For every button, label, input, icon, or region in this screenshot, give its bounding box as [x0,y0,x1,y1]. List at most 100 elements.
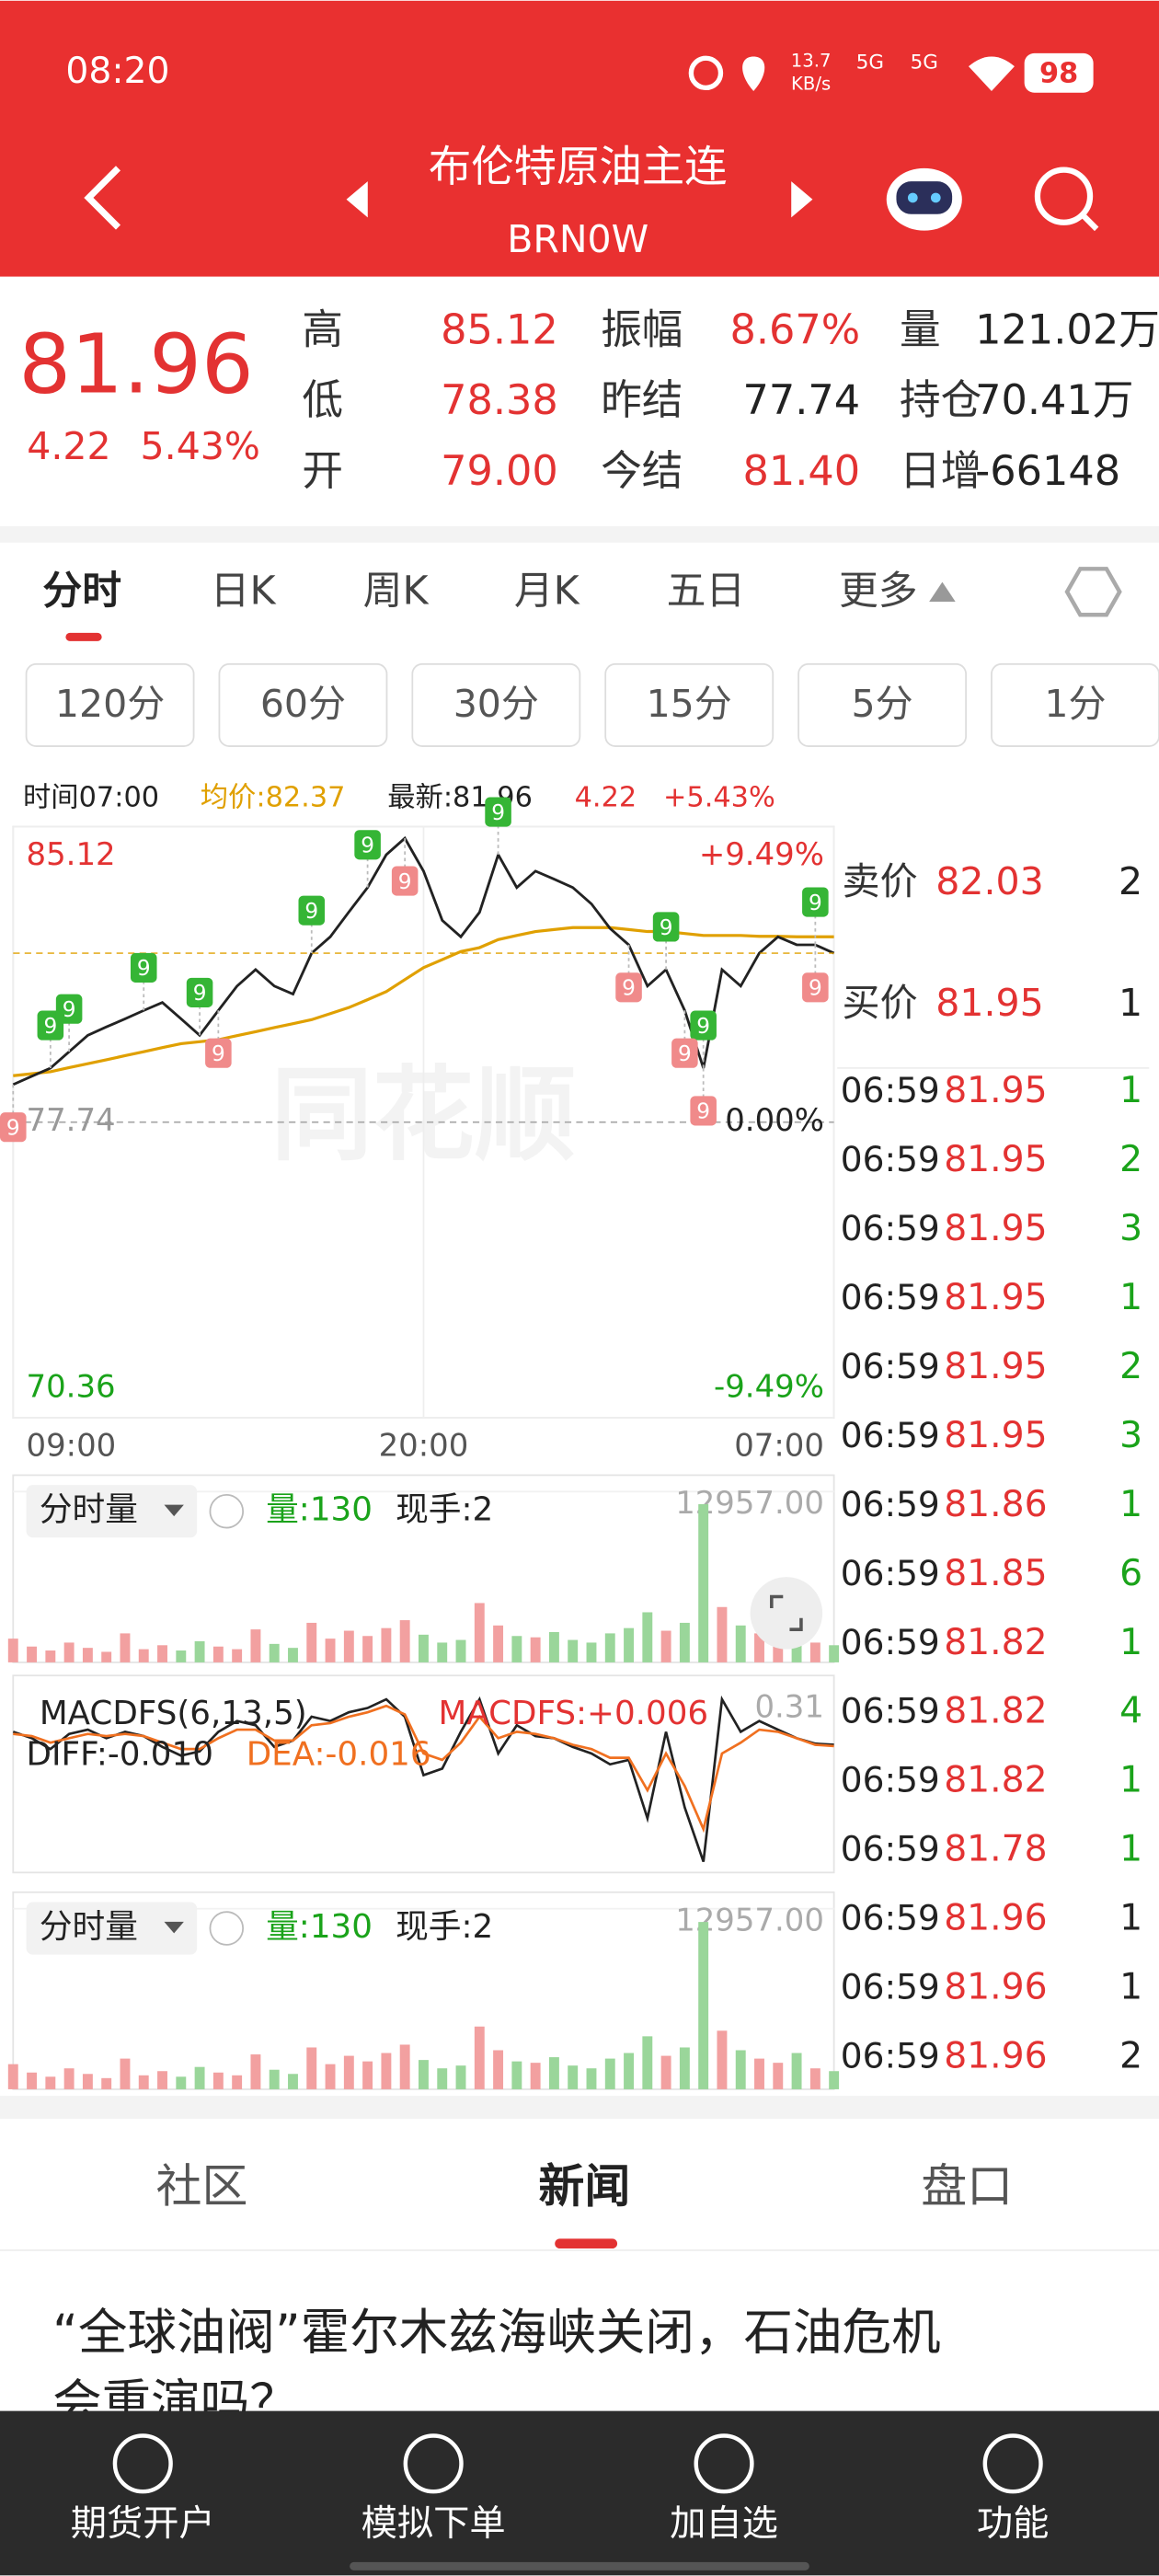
volume-title: 分时量 [40,1908,138,1946]
signal-badge [55,994,83,1024]
signal-label: 9 [398,869,412,894]
interval-label: 5分 [852,682,913,726]
trade-volume: 1 [1119,1829,1142,1870]
volume-bar [735,2050,746,2089]
interval-button[interactable] [411,662,581,747]
signal-badge [205,1038,232,1068]
tab[interactable]: 日K [211,569,277,615]
volume-bar [419,2060,429,2089]
content-tab[interactable]: 社区 [156,2159,248,2213]
headline[interactable]: “全球油阀”霍尔木兹海峡关闭，石油危机 [52,2303,941,2361]
content-tab[interactable]: 盘口 [921,2159,1013,2213]
interval-button[interactable] [604,662,775,747]
signal-badge [130,952,157,983]
y2-tick-label: -9.49% [714,1368,824,1404]
settings-icon[interactable] [1064,567,1122,617]
volume-bar [754,1633,764,1662]
x-tick-label: 09:00 [27,1428,117,1464]
volume-bar [176,1650,187,1662]
stat-value: 85.12 [441,305,558,353]
volume-bar [642,2036,653,2089]
volume-bar [362,2061,373,2089]
interval-label: 30分 [453,682,539,726]
signal-label: 9 [678,1041,692,1066]
volume-bar [45,2076,56,2089]
y2-tick-label: 0.00% [725,1102,824,1138]
tab[interactable]: 月K [514,569,580,615]
y-tick-label: 85.12 [27,836,116,872]
home-indicator [350,2561,809,2570]
volume-bar [194,2066,205,2089]
trade-volume: 6 [1119,1553,1142,1594]
volume-hand: 现手:2 [396,1908,493,1946]
trade-time: 06:59 [841,2036,940,2076]
nav-label[interactable]: 功能 [977,2503,1050,2545]
indicator-select[interactable] [26,1485,198,1538]
volume-bar [120,2058,131,2089]
trade-volume: 1 [1119,1070,1142,1111]
trade-time: 06:59 [841,1760,940,1800]
tab[interactable]: 分时 [42,569,121,615]
volume-bar [45,1650,56,1662]
stat-label: 振幅 [601,305,683,353]
battery: 98 [1039,58,1078,90]
nav-icon [982,2433,1043,2494]
trade-volume: 1 [1119,1277,1142,1318]
volume-bar [27,2072,38,2089]
tab[interactable]: 五日 [667,569,746,615]
tab-indicator [65,632,102,641]
trade-time: 06:59 [841,1139,940,1179]
net-type: 5G [856,52,884,75]
indicator-select[interactable] [26,1902,198,1955]
macd-dea: DEA:-0.016 [247,1736,431,1774]
interval-button[interactable] [218,662,388,747]
nav-label[interactable]: 模拟下单 [361,2503,506,2545]
volume-bar [343,1630,354,1662]
volume-bar [754,2058,764,2089]
interval-button[interactable] [25,662,195,747]
x-tick-label: 07:00 [734,1428,824,1464]
interval-label: 15分 [647,682,732,726]
trade-price: 81.95 [944,1346,1047,1387]
trade-time: 06:59 [841,1622,940,1662]
volume-bar [288,2074,298,2089]
trade-volume: 2 [1119,1139,1142,1180]
trade-time: 06:59 [841,1208,940,1248]
trade-time: 06:59 [841,1415,940,1455]
signal-badge [298,895,326,926]
volume-bar [773,1637,784,1662]
tab[interactable]: 更多 [839,569,918,615]
trade-volume: 1 [1119,1484,1142,1525]
signal-label: 9 [491,800,505,825]
interval-button[interactable] [991,662,1159,747]
volume-bar [698,1504,709,1662]
interval-button[interactable] [798,662,968,747]
search-icon[interactable] [1034,167,1099,232]
prev-contract[interactable] [346,181,368,218]
back-button[interactable] [84,166,121,230]
volume-bar [138,1649,149,1662]
signal-badge [615,972,642,1003]
volume-bar [157,2071,167,2089]
assistant-icon[interactable] [886,167,962,231]
volume-bar [176,2076,187,2089]
signal-label: 9 [212,1041,225,1066]
volume-bar [82,1648,93,1662]
nav-icon [403,2433,464,2494]
nav-label[interactable]: 期货开户 [71,2503,215,2545]
separator [0,525,1159,543]
next-contract[interactable] [791,181,813,218]
fullscreen-button[interactable] [750,1577,823,1650]
volume-bar [288,1648,298,1662]
trade-time: 06:59 [841,1484,940,1524]
volume-bar [548,2057,559,2089]
volume-bar [306,2047,317,2089]
content-tab[interactable]: 新闻 [538,2159,630,2213]
tab[interactable]: 周K [363,569,430,615]
volume-bar [660,1630,671,1662]
trade-price: 81.95 [944,1415,1047,1456]
trade-volume: 2 [1119,1346,1142,1387]
trade-volume: 1 [1119,1898,1142,1939]
nav-label[interactable]: 加自选 [670,2503,778,2545]
price-line [13,926,834,1077]
